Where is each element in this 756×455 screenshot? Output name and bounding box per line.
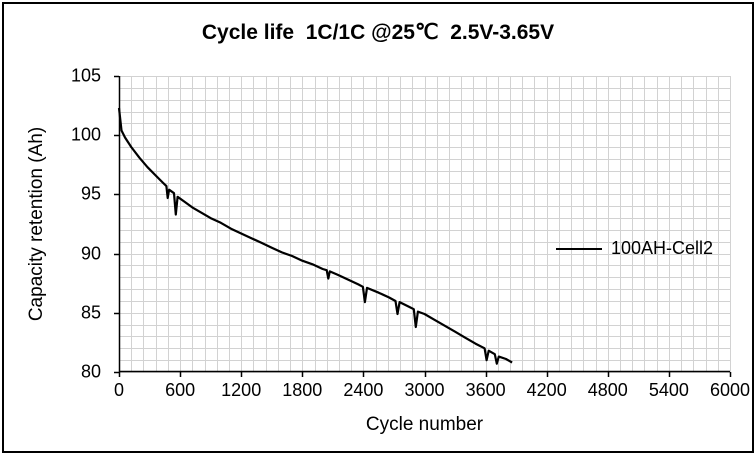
x-tick-label: 3600	[465, 380, 506, 400]
y-axis-tick-labels: 80 85 90 95 100 105	[4, 66, 109, 382]
x-tick-label: 2400	[343, 380, 384, 400]
x-tick-label: 3000	[404, 380, 445, 400]
x-tick-label: 4800	[587, 380, 628, 400]
x-tick-label: 6000	[709, 380, 751, 400]
y-tick-label: 90	[80, 243, 101, 264]
x-tick-label: 0	[113, 380, 125, 400]
chart-title: Cycle life 1C/1C @25℃ 2.5V-3.65V	[201, 21, 555, 44]
legend: 100AH-Cell2	[556, 238, 713, 259]
x-tick-label: 1800	[282, 380, 323, 400]
y-tick-label: 105	[70, 65, 101, 86]
x-tick-label: 1200	[221, 380, 262, 400]
legend-series-label: 100AH-Cell2	[611, 238, 714, 258]
legend-line-sample	[556, 247, 602, 250]
chart-canvas	[114, 75, 732, 377]
x-axis-tick-labels: 0 600 1200 1800 2400 3000 3600 4200 4800 5400 6000	[114, 380, 750, 404]
y-tick-label: 95	[80, 183, 101, 204]
x-tick-label: 4200	[526, 380, 567, 400]
x-axis-title: Cycle number	[365, 414, 484, 435]
plot-area	[114, 75, 732, 377]
series-line	[117, 107, 513, 365]
y-tick-label: 100	[70, 124, 101, 145]
x-tick-label: 5400	[648, 380, 689, 400]
y-tick-label: 80	[80, 361, 101, 382]
y-tick-label: 85	[80, 302, 101, 323]
x-tick-label: 600	[165, 380, 196, 400]
